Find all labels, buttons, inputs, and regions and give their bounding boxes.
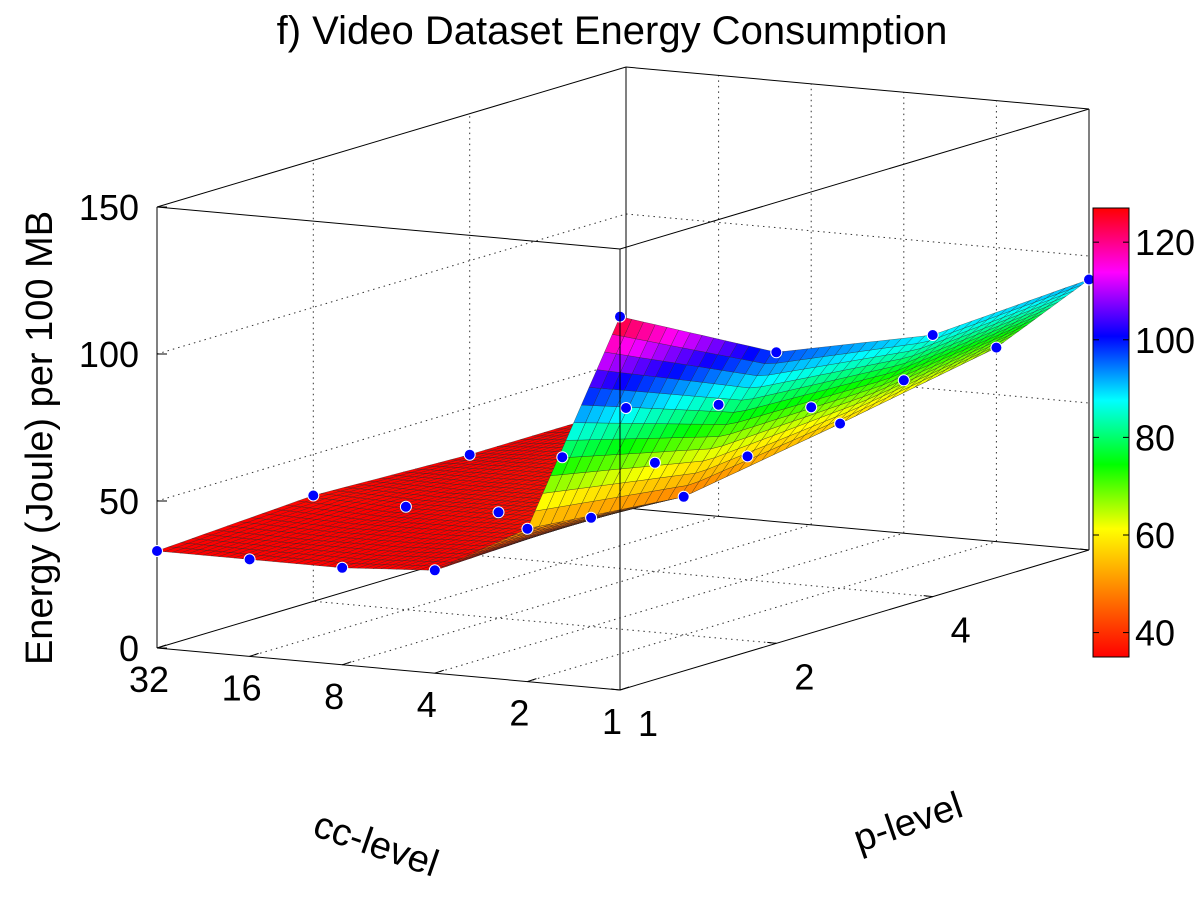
- z-tick-label: 0: [119, 628, 139, 669]
- y-axis-label: cc-level: [308, 804, 443, 886]
- colorbar-tick-label: 120: [1135, 222, 1195, 263]
- sample-point: [990, 341, 1003, 354]
- sample-point: [926, 329, 939, 341]
- axes-box-front: [156, 249, 1090, 691]
- x-axis-label: p-level: [848, 785, 968, 861]
- z-tick-label: 50: [99, 481, 139, 522]
- sample-point: [336, 561, 349, 574]
- back-grid: [156, 75, 1090, 683]
- z-tick-label: 150: [79, 187, 139, 228]
- y-tick-label: 8: [324, 676, 344, 717]
- axes-box-back: [156, 66, 1090, 649]
- y-tick-label: 32: [129, 659, 169, 700]
- colorbar-ticks: 40 60 80 100 120: [1093, 222, 1195, 654]
- colorbar-tick-label: 60: [1135, 515, 1175, 556]
- chart-title: f) Video Dataset Energy Consumption: [277, 9, 948, 53]
- surface-patch: [612, 316, 632, 337]
- sample-point: [677, 490, 690, 503]
- sample-point: [805, 401, 818, 414]
- axis-ticks: 050100150124816321248: [79, 187, 1127, 744]
- colorbar-tick-label: 80: [1135, 417, 1175, 458]
- sample-point: [556, 451, 569, 464]
- x-tick-label: 2: [794, 656, 814, 697]
- sample-point: [243, 553, 256, 566]
- sample-point: [399, 500, 412, 513]
- sample-point: [585, 511, 598, 524]
- sample-point: [770, 346, 783, 359]
- sample-point: [428, 564, 441, 577]
- z-axis-label: Energy (Joule) per 100 MB: [19, 211, 61, 665]
- colorbar: [1092, 207, 1130, 658]
- sample-point: [620, 402, 632, 414]
- y-tick-label: 16: [222, 667, 262, 708]
- sample-point: [834, 417, 847, 430]
- sample-point: [492, 506, 505, 519]
- sample-point: [741, 450, 754, 463]
- z-tick-label: 100: [79, 334, 139, 375]
- sample-point: [307, 489, 320, 502]
- sample-point: [712, 398, 725, 411]
- sample-point: [463, 448, 476, 461]
- x-tick-label: 1: [638, 703, 658, 744]
- sample-point: [648, 456, 661, 469]
- sample-point: [521, 522, 534, 535]
- energy-surface: [156, 279, 1090, 571]
- y-tick-label: 1: [602, 701, 622, 742]
- colorbar-tick-label: 100: [1135, 320, 1195, 361]
- colorbar-tick-label: 40: [1135, 613, 1175, 654]
- sample-point: [151, 545, 163, 557]
- sample-points: [151, 273, 1095, 577]
- x-tick-label: 4: [951, 610, 971, 651]
- y-tick-label: 2: [509, 693, 529, 734]
- sample-point: [897, 374, 910, 387]
- y-tick-label: 4: [417, 684, 437, 725]
